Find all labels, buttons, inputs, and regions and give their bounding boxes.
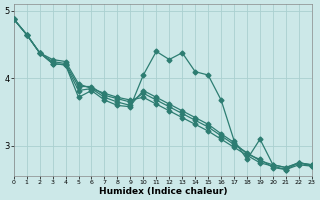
X-axis label: Humidex (Indice chaleur): Humidex (Indice chaleur) [99,187,227,196]
